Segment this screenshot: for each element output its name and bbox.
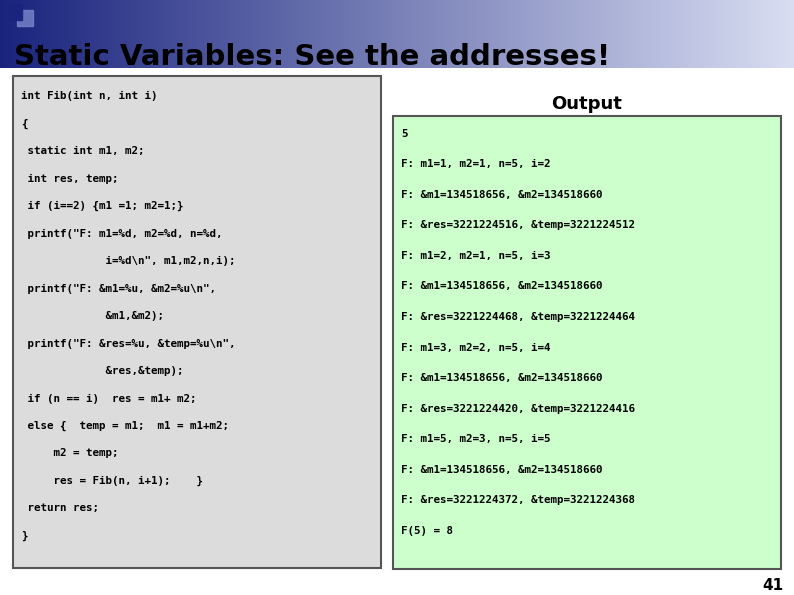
Text: int Fib(int n, int i): int Fib(int n, int i)	[21, 91, 157, 101]
Text: res = Fib(n, i+1);    }: res = Fib(n, i+1); }	[21, 476, 203, 486]
Text: printf("F: &m1=%u, &m2=%u\n",: printf("F: &m1=%u, &m2=%u\n",	[21, 283, 216, 293]
Text: Output: Output	[552, 95, 622, 113]
Bar	[393, 116, 781, 569]
Text: {: {	[21, 118, 28, 129]
Text: F: &res=3221224372, &temp=3221224368: F: &res=3221224372, &temp=3221224368	[401, 495, 635, 505]
Text: static int m1, m2;: static int m1, m2;	[21, 146, 145, 156]
Text: F(5) = 8: F(5) = 8	[401, 525, 453, 536]
Text: if (n == i)  res = m1+ m2;: if (n == i) res = m1+ m2;	[21, 393, 196, 403]
Text: F: m1=1, m2=1, n=5, i=2: F: m1=1, m2=1, n=5, i=2	[401, 159, 550, 170]
Text: i=%d\n", m1,m2,n,i);: i=%d\n", m1,m2,n,i);	[21, 256, 236, 266]
Text: int res, temp;: int res, temp;	[21, 174, 118, 183]
Text: F: m1=2, m2=1, n=5, i=3: F: m1=2, m2=1, n=5, i=3	[401, 251, 550, 261]
Text: }: }	[21, 531, 28, 541]
Text: F: m1=3, m2=2, n=5, i=4: F: m1=3, m2=2, n=5, i=4	[401, 343, 550, 352]
Text: F: &res=3221224420, &temp=3221224416: F: &res=3221224420, &temp=3221224416	[401, 403, 635, 414]
Text: printf("F: m1=%d, m2=%d, n=%d,: printf("F: m1=%d, m2=%d, n=%d,	[21, 228, 222, 239]
Text: F: &m1=134518656, &m2=134518660: F: &m1=134518656, &m2=134518660	[401, 190, 603, 200]
Text: if (i==2) {m1 =1; m2=1;}: if (i==2) {m1 =1; m2=1;}	[21, 201, 183, 211]
Text: return res;: return res;	[21, 503, 99, 513]
Bar	[13, 76, 381, 568]
Text: &res,&temp);: &res,&temp);	[21, 366, 183, 376]
Text: 5: 5	[401, 129, 407, 139]
Text: F: &res=3221224468, &temp=3221224464: F: &res=3221224468, &temp=3221224464	[401, 312, 635, 322]
Text: F: &m1=134518656, &m2=134518660: F: &m1=134518656, &m2=134518660	[401, 373, 603, 383]
Text: 41: 41	[762, 578, 784, 593]
Bar	[6, 4, 22, 20]
Bar	[17, 10, 33, 26]
Text: F: &res=3221224516, &temp=3221224512: F: &res=3221224516, &temp=3221224512	[401, 221, 635, 230]
Text: Static Variables: See the addresses!: Static Variables: See the addresses!	[14, 43, 611, 71]
Text: m2 = temp;: m2 = temp;	[21, 449, 118, 459]
Text: printf("F: &res=%u, &temp=%u\n",: printf("F: &res=%u, &temp=%u\n",	[21, 339, 236, 349]
Text: F: m1=5, m2=3, n=5, i=5: F: m1=5, m2=3, n=5, i=5	[401, 434, 550, 444]
Text: else {  temp = m1;  m1 = m1+m2;: else { temp = m1; m1 = m1+m2;	[21, 421, 229, 431]
Text: F: &m1=134518656, &m2=134518660: F: &m1=134518656, &m2=134518660	[401, 465, 603, 474]
Text: &m1,&m2);: &m1,&m2);	[21, 311, 164, 321]
Text: F: &m1=134518656, &m2=134518660: F: &m1=134518656, &m2=134518660	[401, 281, 603, 292]
